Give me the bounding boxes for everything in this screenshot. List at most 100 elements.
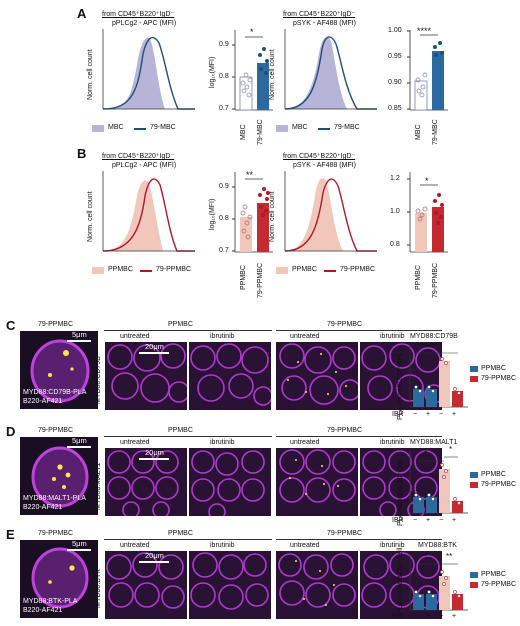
group-label: 79-PPMBC: [327, 321, 363, 328]
legend-label: PPMBC: [292, 266, 317, 273]
single-cell-title: 79-PPMBC: [38, 321, 74, 328]
legend-swatch: [470, 376, 478, 382]
marker-label: pSYK - AF488 (MFI): [293, 162, 357, 169]
ibr-mark: +: [452, 517, 457, 524]
group-label: 79-PPMBC: [327, 530, 363, 537]
significance: ****: [417, 26, 432, 36]
group-label: PPMBC: [168, 321, 193, 328]
ibr-mark: −: [413, 613, 418, 620]
legend-swatch-mbc: [276, 125, 288, 132]
chart-ylabel: PLA count/B220⁺ cell: [397, 547, 404, 614]
condition-label: untreated: [290, 542, 320, 549]
hist-ylabel: Norm. cell count: [87, 191, 94, 242]
condition-label: untreated: [120, 542, 150, 549]
divider: [104, 436, 272, 437]
condition-label: ibrutinib: [380, 333, 405, 340]
xtick: 79-PPMBC: [257, 262, 264, 298]
xtick: PPMBC: [415, 265, 422, 290]
gate-label: from CD45⁺B220⁺IgD⁻: [283, 153, 356, 160]
row-label: MYD88:MALT1: [95, 462, 102, 510]
ytick: 0.9: [219, 183, 229, 190]
panel-label-b: B: [77, 146, 87, 161]
ytick: 0.8: [219, 215, 229, 222]
legend-swatch: [470, 366, 478, 372]
bar-chart-e: [409, 554, 468, 611]
bar-mbc: [414, 80, 428, 111]
condition-label: ibrutinib: [210, 439, 235, 446]
micrograph-79ppmbc-untreated: [276, 448, 358, 516]
legend-swatch-79mbc: [318, 128, 330, 130]
condition-label: untreated: [120, 333, 150, 340]
row-label: MYD88:CD79B: [95, 356, 102, 404]
micrograph-ppmbc-ibrutinib: [189, 551, 271, 619]
legend-label: 79-PPMBC: [481, 581, 517, 588]
bar-ylabel: log₁₀(MFI): [209, 198, 216, 230]
chart-title: MYD88:CD79B: [410, 333, 458, 340]
legend-swatch: [470, 582, 478, 588]
histogram-pplcg2-mbc: [102, 29, 195, 110]
row-label: MYD88:BTK: [95, 569, 102, 608]
micrograph-ppmbc-untreated: 20μm: [105, 448, 187, 516]
ibr-label: IBR: [392, 517, 404, 524]
legend-label: 79-PPMBC: [340, 266, 376, 273]
panel-label-a: A: [77, 6, 87, 21]
condition-label: untreated: [290, 333, 320, 340]
significance: **: [446, 552, 453, 561]
ytick: 1.2: [390, 175, 400, 182]
marker-label: pPLCg2 - APC (MFI): [112, 20, 177, 27]
legend-label: PPMBC: [108, 266, 133, 273]
panel-label-e: E: [6, 527, 15, 542]
micrograph-ppmbc-untreated: 20μm: [105, 342, 187, 410]
ytick: 1.00: [388, 27, 402, 34]
ibr-mark: +: [426, 613, 431, 620]
bar-chart-b-left: [232, 172, 273, 253]
significance: **: [246, 170, 254, 180]
condition-label: ibrutinib: [380, 542, 405, 549]
micrograph-single-cell: 5μm MYD88:CD79B-PLA B220-AF421: [20, 331, 98, 409]
legend-swatch-79ppmbc: [140, 270, 152, 272]
ibr-mark: −: [413, 517, 418, 524]
ibr-mark: −: [413, 411, 418, 418]
bar-79ppmbc: [257, 203, 269, 252]
legend-label: 79-PPMBC: [481, 375, 517, 382]
significance: *: [425, 176, 429, 186]
ytick: 0.7: [219, 247, 229, 254]
legend-swatch-ppmbc: [92, 267, 104, 274]
divider: [276, 330, 442, 331]
micrograph-ppmbc-untreated: 20μm: [105, 551, 187, 619]
condition-label: ibrutinib: [210, 542, 235, 549]
group-label: PPMBC: [168, 530, 193, 537]
ytick: 0.85: [388, 105, 402, 112]
divider: [276, 539, 442, 540]
histogram-psyk-ppmbc: [284, 171, 377, 252]
histogram-psyk-mbc: [284, 29, 377, 110]
gate-label: from CD45⁺B220⁺IgD⁻: [283, 11, 356, 18]
gate-label: from CD45⁺B220⁺IgD⁻: [102, 153, 175, 160]
legend-label: 79-MBC: [150, 124, 176, 131]
micrograph-79ppmbc-untreated: [276, 551, 358, 619]
micrograph-ppmbc-ibrutinib: [189, 342, 271, 410]
bar-ppmbc: [415, 213, 427, 252]
legend-label: MBC: [292, 124, 308, 131]
ibr-mark: +: [426, 517, 431, 524]
legend-swatch: [470, 472, 478, 478]
bar-chart-b-right: [407, 172, 448, 253]
legend-label: PPMBC: [481, 571, 506, 578]
bar-79mbc: [432, 51, 444, 110]
micrograph-79ppmbc-ibrutinib: [360, 342, 442, 410]
bar-chart-a-right: [407, 30, 448, 111]
significance: *: [424, 449, 428, 458]
micrograph-single-cell: 5μm MYD88:MALT1-PLA B220-AF421: [20, 437, 98, 515]
ytick: 0.90: [388, 79, 402, 86]
micrograph-single-cell: 5μm MYD88:BTK-PLA B220-AF421: [20, 540, 98, 618]
xtick: 79-MBC: [432, 119, 439, 145]
ibr-mark: +: [452, 613, 457, 620]
ibr-mark: +: [426, 411, 431, 418]
divider: [104, 539, 272, 540]
legend-label: 79-PPMBC: [156, 266, 192, 273]
micrograph-79ppmbc-untreated: [276, 342, 358, 410]
bar-chart-a-left: [232, 30, 273, 111]
ytick: 0.8: [219, 73, 229, 80]
single-cell-title: 79-PPMBC: [38, 427, 74, 434]
legend-label: 79-MBC: [334, 124, 360, 131]
